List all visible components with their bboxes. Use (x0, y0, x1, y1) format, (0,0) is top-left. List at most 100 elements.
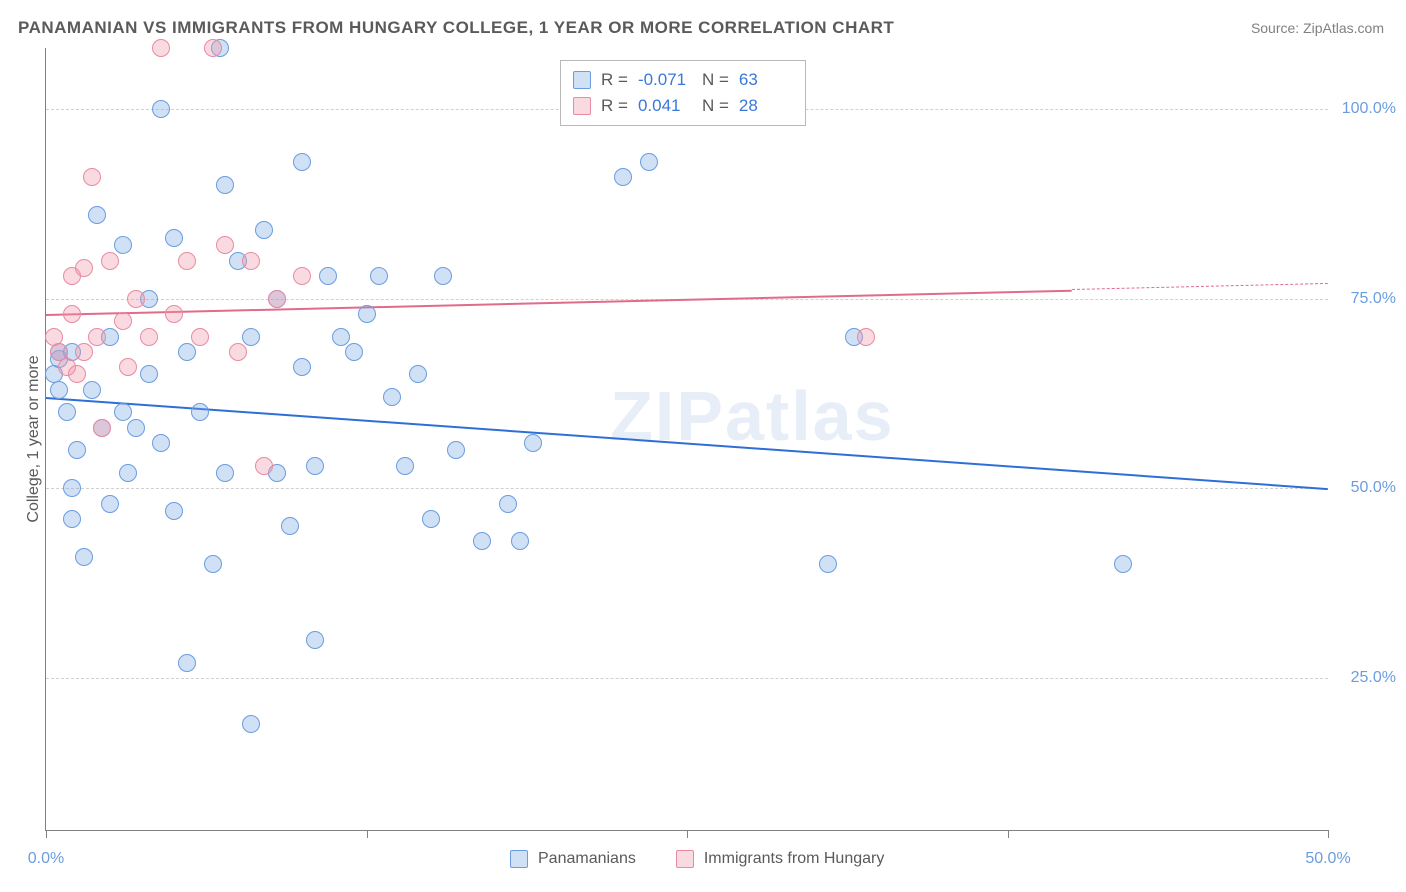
stat-r-value: -0.071 (638, 67, 692, 93)
x-tick (1008, 830, 1009, 838)
legend-swatch-icon (573, 71, 591, 89)
x-tick (1328, 830, 1329, 838)
scatter-point (75, 343, 93, 361)
scatter-point (319, 267, 337, 285)
regression-line (46, 397, 1328, 490)
scatter-point (332, 328, 350, 346)
scatter-point (152, 434, 170, 452)
scatter-point (88, 328, 106, 346)
x-tick (367, 830, 368, 838)
scatter-point (119, 464, 137, 482)
scatter-point (216, 176, 234, 194)
scatter-point (83, 381, 101, 399)
scatter-point (409, 365, 427, 383)
legend-label: Panamanians (538, 850, 636, 868)
scatter-point (178, 252, 196, 270)
scatter-point (473, 532, 491, 550)
stat-label: N = (702, 67, 729, 93)
scatter-point (165, 229, 183, 247)
gridline-h (46, 488, 1328, 489)
scatter-point (68, 441, 86, 459)
scatter-point (127, 419, 145, 437)
scatter-point (242, 328, 260, 346)
scatter-point (165, 502, 183, 520)
scatter-point (447, 441, 465, 459)
scatter-point (306, 457, 324, 475)
scatter-point (127, 290, 145, 308)
scatter-point (101, 495, 119, 513)
scatter-point (63, 305, 81, 323)
scatter-point (499, 495, 517, 513)
scatter-point (119, 358, 137, 376)
scatter-point (93, 419, 111, 437)
scatter-point (268, 290, 286, 308)
scatter-point (114, 312, 132, 330)
x-tick (687, 830, 688, 838)
scatter-point (178, 343, 196, 361)
stat-label: N = (702, 93, 729, 119)
x-tick-label: 0.0% (28, 850, 64, 868)
scatter-point (216, 236, 234, 254)
scatter-point (191, 328, 209, 346)
scatter-point (396, 457, 414, 475)
scatter-point (358, 305, 376, 323)
regression-line (1072, 283, 1328, 290)
scatter-point (50, 381, 68, 399)
scatter-point (63, 510, 81, 528)
scatter-point (88, 206, 106, 224)
scatter-point (293, 358, 311, 376)
scatter-point (281, 517, 299, 535)
source-attribution: Source: ZipAtlas.com (1251, 20, 1384, 36)
scatter-point (152, 39, 170, 57)
scatter-point (178, 654, 196, 672)
scatter-point (383, 388, 401, 406)
scatter-point (83, 168, 101, 186)
scatter-point (345, 343, 363, 361)
plot-area: 25.0%50.0%75.0%100.0%0.0%50.0%ZIPatlas (45, 48, 1328, 831)
chart-title: PANAMANIAN VS IMMIGRANTS FROM HUNGARY CO… (18, 18, 894, 38)
scatter-point (293, 267, 311, 285)
scatter-point (191, 403, 209, 421)
regression-line (46, 289, 1072, 315)
scatter-point (75, 548, 93, 566)
scatter-point (306, 631, 324, 649)
stat-n-value: 28 (739, 93, 793, 119)
scatter-point (216, 464, 234, 482)
scatter-point (68, 365, 86, 383)
scatter-point (614, 168, 632, 186)
legend-item: Panamanians (510, 850, 636, 868)
scatter-point (293, 153, 311, 171)
scatter-point (58, 403, 76, 421)
scatter-point (165, 305, 183, 323)
scatter-point (242, 715, 260, 733)
scatter-point (229, 343, 247, 361)
y-tick-label: 75.0% (1336, 290, 1396, 308)
scatter-point (857, 328, 875, 346)
scatter-point (242, 252, 260, 270)
legend-swatch-icon (510, 850, 528, 868)
stat-label: R = (601, 67, 628, 93)
scatter-point (255, 457, 273, 475)
scatter-point (434, 267, 452, 285)
stat-n-value: 63 (739, 67, 793, 93)
scatter-point (640, 153, 658, 171)
scatter-point (511, 532, 529, 550)
stats-row: R =0.041N =28 (573, 93, 793, 119)
scatter-point (114, 236, 132, 254)
scatter-point (422, 510, 440, 528)
legend-item: Immigrants from Hungary (676, 850, 885, 868)
scatter-point (75, 259, 93, 277)
scatter-point (819, 555, 837, 573)
watermark: ZIPatlas (610, 376, 894, 456)
legend-swatch-icon (676, 850, 694, 868)
stats-row: R = -0.071 N = 63 (573, 67, 793, 93)
scatter-point (140, 365, 158, 383)
y-tick-label: 50.0% (1336, 479, 1396, 497)
scatter-point (204, 39, 222, 57)
stat-label: R = (601, 93, 628, 119)
x-tick (46, 830, 47, 838)
scatter-point (152, 100, 170, 118)
y-axis-label: College, 1 year or more (25, 355, 43, 522)
correlation-stats-box: R =-0.071N =63R =0.041N =28 (560, 60, 806, 126)
scatter-point (114, 403, 132, 421)
